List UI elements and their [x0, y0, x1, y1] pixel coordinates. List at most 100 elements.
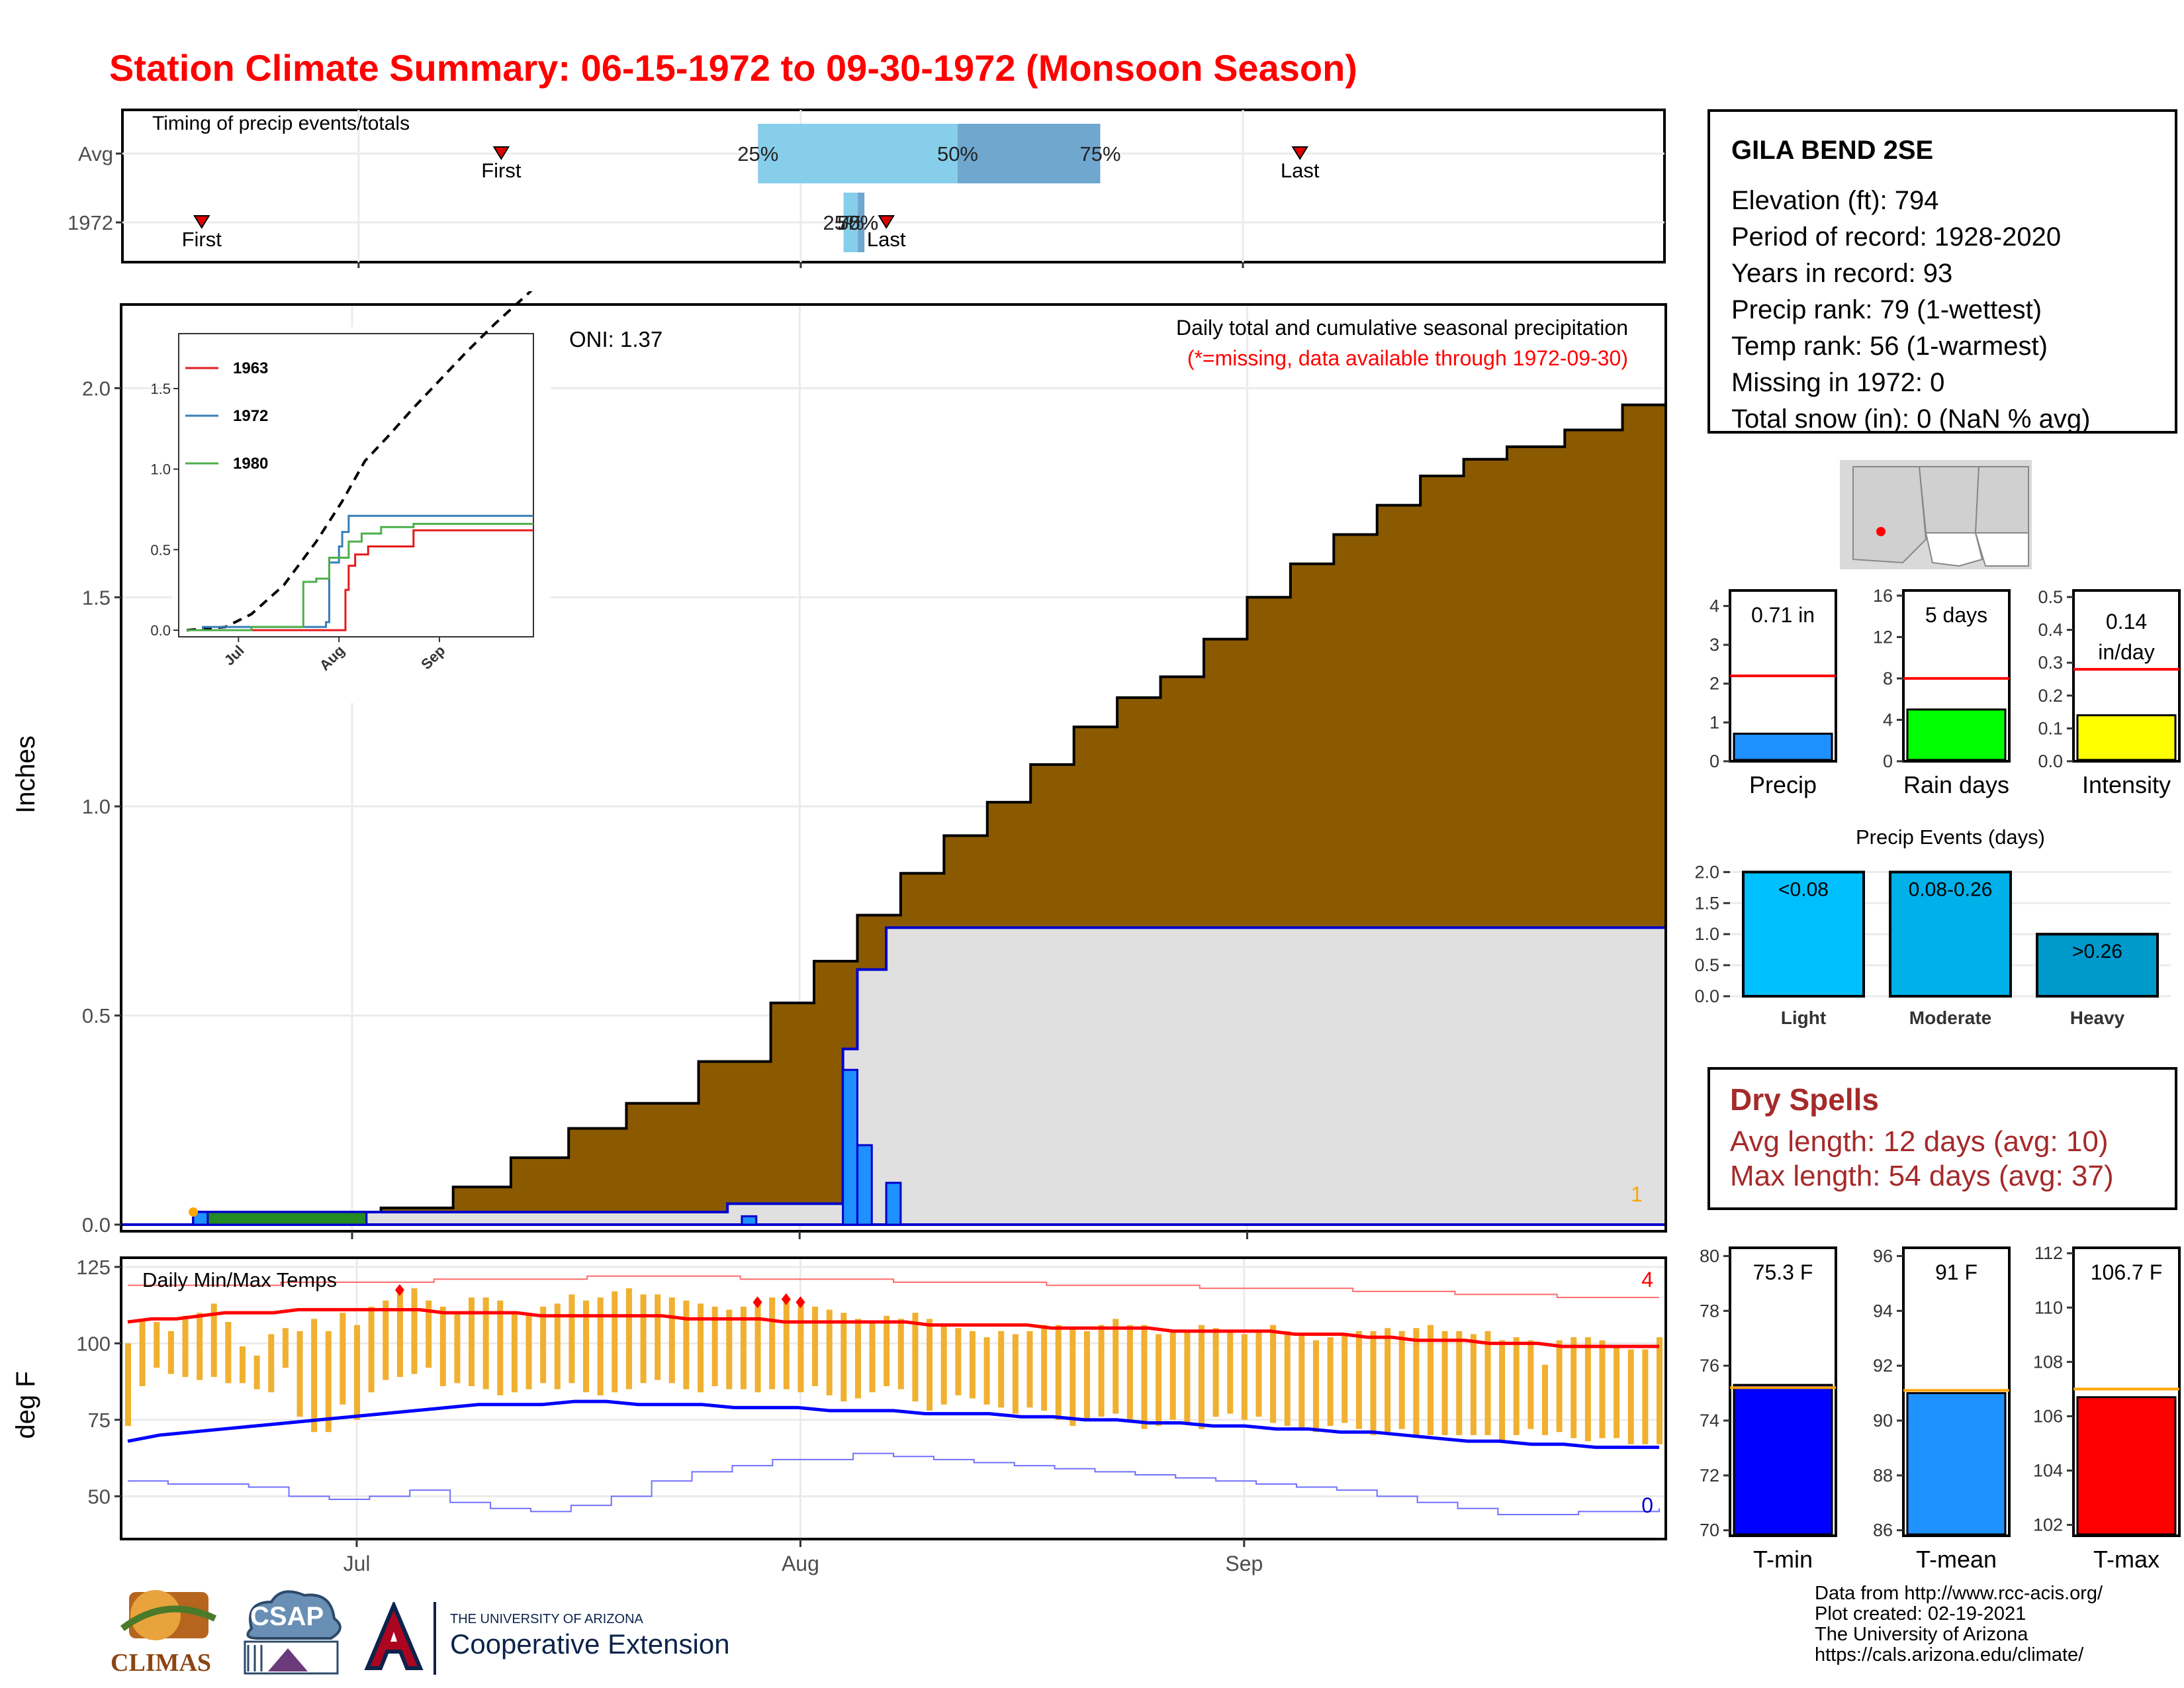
precip-y-tick-label: 2.0 — [82, 377, 111, 400]
timing-event-marker — [1291, 146, 1308, 160]
summary-y-tick-label: 92 — [1873, 1356, 1893, 1376]
daily-temp-bar — [454, 1313, 461, 1383]
credit-line: Data from http://www.rcc-acis.org/ — [1815, 1583, 2103, 1604]
ua-extension: Cooperative Extension — [450, 1628, 730, 1660]
record-max-line — [128, 1275, 1659, 1299]
temp-x-tick-label: Jul — [343, 1552, 371, 1575]
daily-temp-bar — [969, 1331, 976, 1399]
daily-temp-bar — [569, 1294, 575, 1383]
summary-y-tick-label: 0 — [1883, 751, 1893, 771]
daily-temp-bar — [711, 1306, 718, 1387]
temperature-chart: 50 75 100 125 Jul Aug Sep deg F Daily Min/Max Te… — [11, 1256, 1667, 1575]
daily-temp-bar — [625, 1288, 632, 1389]
station-missing: Missing in 1972: 0 — [1731, 368, 1945, 397]
precip-events-y-tick-label: 2.0 — [1694, 862, 1719, 882]
daily-temp-bar — [439, 1306, 446, 1387]
oni-label: ONI: 1.37 — [569, 327, 662, 352]
summary-y-tick-label: 0 — [1709, 751, 1719, 771]
daily-temp-bar — [1083, 1331, 1090, 1420]
station-snow: Total snow (in): 0 (NaN % avg) — [1731, 404, 2091, 434]
credit-line: Plot created: 02-19-2021 — [1815, 1603, 2026, 1624]
daily-temp-bar — [1069, 1328, 1076, 1427]
precip-chart-title: Daily total and cumulative seasonal prec… — [1176, 316, 1628, 340]
daily-temp-bar — [1398, 1331, 1405, 1429]
record-min-line — [128, 1452, 1660, 1516]
daily-temp-bar — [1169, 1331, 1176, 1420]
daily-temp-bar — [1255, 1331, 1262, 1417]
climas-logo-text: CLIMAS — [111, 1649, 212, 1677]
daily-temp-bar — [1541, 1364, 1548, 1435]
temp-x-tick-label: Aug — [782, 1552, 819, 1575]
record-high-marker — [394, 1284, 404, 1296]
daily-temp-bar — [368, 1306, 375, 1393]
inset-y-tick-label: 0.5 — [150, 541, 171, 558]
inset-y-tick-label: 1.0 — [150, 461, 171, 478]
summary-y-tick-label: 86 — [1873, 1521, 1893, 1540]
inset-series-line — [187, 514, 533, 632]
ua-logo — [361, 1600, 427, 1675]
inset-series-line — [187, 529, 533, 632]
summary-y-tick-label: 8 — [1883, 669, 1893, 688]
precip-event-category: Light — [1781, 1008, 1826, 1028]
summary-panel-label: T-max — [2093, 1546, 2160, 1573]
credit-line: The University of Arizona — [1815, 1624, 2028, 1645]
precip-event-category: Heavy — [2070, 1008, 2125, 1028]
timing-row-label: 1972 — [68, 211, 113, 234]
daily-temp-bar — [1227, 1331, 1234, 1414]
daily-temp-bar — [210, 1303, 217, 1378]
precip-event-bar — [1889, 870, 2012, 998]
precip-events-title: Precip Events (days) — [1856, 825, 2045, 849]
timing-q25-q50-box — [758, 124, 958, 183]
daily-temp-bar — [497, 1300, 504, 1395]
precip-events-y-tick-label: 1.5 — [1694, 893, 1719, 913]
credit-line: https://cals.arizona.edu/climate/ — [1815, 1644, 2084, 1665]
precip-y-axis-label: Inches — [11, 735, 40, 814]
daily-temp-bar — [998, 1331, 1005, 1408]
summary-y-tick-label: 90 — [1873, 1411, 1893, 1430]
summary-y-tick-label: 102 — [2033, 1515, 2063, 1535]
summary-y-tick-label: 2 — [1709, 674, 1719, 694]
daily-temp-bar — [240, 1346, 246, 1383]
daily-temp-bar — [1627, 1349, 1634, 1444]
summary-y-tick-label: 70 — [1700, 1521, 1719, 1540]
ua-name: THE UNIVERSITY OF ARIZONA — [450, 1612, 643, 1626]
summary-y-tick-label: 112 — [2034, 1243, 2063, 1263]
summary-y-tick-label: 12 — [1873, 627, 1893, 647]
timing-event-label: First — [481, 159, 522, 182]
daily-temp-bar — [1385, 1328, 1391, 1432]
daily-temp-bar — [869, 1322, 876, 1393]
temp-y-tick-label: 125 — [76, 1256, 111, 1279]
daily-temp-bar — [426, 1300, 432, 1368]
precip-chart: 0.0 0.5 1.0 1.5 2.0 Inches Daily total and cum… — [11, 291, 1667, 1239]
climas-logo: CLIMAS — [109, 1582, 222, 1678]
daily-temp-bar — [383, 1300, 389, 1380]
inset-legend-label: 1980 — [233, 455, 268, 473]
summary-y-tick-label: 104 — [2033, 1461, 2063, 1481]
temp-chart-title: Daily Min/Max Temps — [142, 1268, 337, 1291]
daily-temp-bar — [955, 1328, 962, 1395]
daily-temp-bar — [1312, 1340, 1319, 1432]
daily-temp-bar — [655, 1294, 661, 1380]
temp-background — [121, 1258, 1666, 1539]
daily-temp-bar — [554, 1303, 561, 1389]
daily-temp-bar — [1427, 1325, 1433, 1435]
daily-temp-bar — [884, 1315, 890, 1387]
summary-y-tick-label: 4 — [1709, 596, 1719, 616]
summary-value-label: 5 days — [1925, 603, 1987, 627]
summary-value-label: 91 F — [1935, 1260, 1978, 1284]
summary-y-tick-label: 4 — [1883, 710, 1893, 729]
timing-q50-q75-box — [858, 193, 865, 252]
station-years: Years in record: 93 — [1731, 259, 1953, 288]
summary-value-label: 0.14 — [2106, 610, 2147, 633]
temp-frame — [120, 1256, 1667, 1540]
daily-temp-bar — [1184, 1331, 1191, 1423]
daily-temp-bar — [154, 1322, 160, 1368]
daily-temp-bar — [1126, 1325, 1133, 1420]
record-high-marker — [781, 1293, 791, 1305]
precip-events-y-tick-label: 1.0 — [1694, 924, 1719, 944]
record-low-count: 0 — [1641, 1493, 1653, 1517]
station-precip-rank: Precip rank: 79 (1-wettest) — [1731, 295, 2042, 324]
station-period: Period of record: 1928-2020 — [1731, 222, 2062, 252]
daily-temp-bar — [1141, 1325, 1148, 1429]
